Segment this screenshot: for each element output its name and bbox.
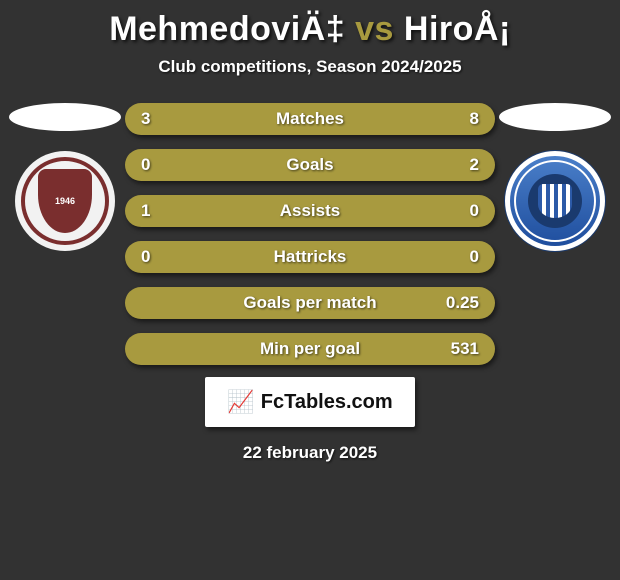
- stat-bar: 0Hattricks0: [125, 241, 495, 273]
- page-title: MehmedoviÄ‡ vs HiroÅ¡: [109, 10, 511, 49]
- badge-shield-icon: 1946: [38, 169, 92, 233]
- stat-right-value: 8: [470, 109, 479, 129]
- stat-left-value: 0: [141, 247, 150, 267]
- brand-box: 📈 FcTables.com: [205, 377, 415, 427]
- comparison-area: 1946 3Matches80Goals21Assists00Hattricks…: [0, 103, 620, 365]
- vs-text: vs: [355, 10, 394, 48]
- stat-label: Min per goal: [125, 339, 495, 359]
- stat-right-value: 2: [470, 155, 479, 175]
- subtitle: Club competitions, Season 2024/2025: [158, 57, 461, 77]
- stat-label: Hattricks: [125, 247, 495, 267]
- right-team-badge: [505, 151, 605, 251]
- stat-bar: 3Matches8: [125, 103, 495, 135]
- stat-bar: Goals per match0.25: [125, 287, 495, 319]
- badge-roundel-icon: [528, 174, 582, 228]
- stat-left-value: 1: [141, 201, 150, 221]
- brand-text: FcTables.com: [261, 391, 393, 414]
- stat-left-value: 0: [141, 155, 150, 175]
- stat-bar: 1Assists0: [125, 195, 495, 227]
- left-team-column: 1946: [5, 103, 125, 251]
- stat-left-value: 3: [141, 109, 150, 129]
- stat-label: Matches: [125, 109, 495, 129]
- stat-label: Goals per match: [125, 293, 495, 313]
- player-left-name: MehmedoviÄ‡: [109, 10, 345, 48]
- badge-stripes-icon: [538, 184, 572, 218]
- left-team-badge: 1946: [15, 151, 115, 251]
- stat-bars: 3Matches80Goals21Assists00Hattricks0Goal…: [125, 103, 495, 365]
- stat-right-value: 531: [451, 339, 479, 359]
- halo-shape: [499, 103, 611, 131]
- halo-shape: [9, 103, 121, 131]
- stat-bar: Min per goal531: [125, 333, 495, 365]
- chart-icon: 📈: [227, 389, 254, 415]
- stat-label: Assists: [125, 201, 495, 221]
- stat-right-value: 0: [470, 201, 479, 221]
- date-text: 22 february 2025: [243, 443, 377, 463]
- right-team-column: [495, 103, 615, 251]
- stat-label: Goals: [125, 155, 495, 175]
- stat-right-value: 0.25: [446, 293, 479, 313]
- player-right-name: HiroÅ¡: [404, 10, 511, 48]
- stat-right-value: 0: [470, 247, 479, 267]
- badge-year: 1946: [55, 196, 75, 207]
- stat-bar: 0Goals2: [125, 149, 495, 181]
